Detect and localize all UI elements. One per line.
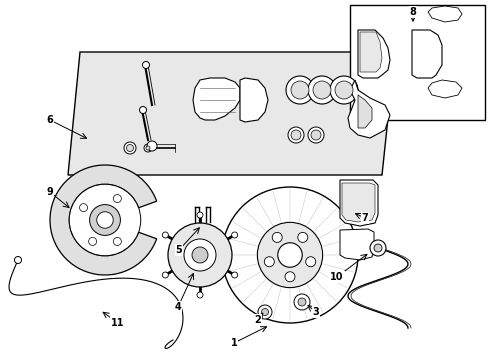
Circle shape: [113, 238, 121, 246]
Circle shape: [373, 244, 381, 252]
Wedge shape: [50, 165, 156, 275]
Text: 4: 4: [174, 302, 181, 312]
Bar: [349, 5, 484, 120]
Circle shape: [142, 62, 149, 68]
Polygon shape: [339, 229, 373, 260]
Text: 2: 2: [254, 315, 261, 325]
Polygon shape: [357, 95, 371, 128]
Text: 5: 5: [175, 245, 182, 255]
Polygon shape: [68, 52, 394, 175]
Circle shape: [89, 204, 120, 235]
Circle shape: [162, 272, 168, 278]
Circle shape: [305, 257, 315, 267]
Circle shape: [264, 257, 274, 267]
Circle shape: [69, 184, 141, 256]
Circle shape: [183, 239, 216, 271]
Circle shape: [293, 294, 309, 310]
Circle shape: [272, 233, 282, 242]
Polygon shape: [357, 30, 389, 78]
Circle shape: [192, 247, 207, 263]
Polygon shape: [359, 32, 381, 72]
Circle shape: [113, 194, 121, 203]
Text: 8: 8: [409, 7, 416, 17]
Circle shape: [124, 142, 136, 154]
Circle shape: [277, 243, 302, 267]
Text: 9: 9: [46, 187, 53, 197]
Circle shape: [222, 187, 357, 323]
Circle shape: [143, 144, 152, 152]
Circle shape: [297, 233, 307, 242]
Text: 10: 10: [329, 272, 343, 282]
Circle shape: [329, 76, 357, 104]
Text: 11: 11: [111, 318, 124, 328]
Circle shape: [285, 272, 294, 282]
Circle shape: [231, 232, 237, 238]
Circle shape: [290, 81, 308, 99]
Circle shape: [97, 212, 113, 228]
Circle shape: [334, 81, 352, 99]
Circle shape: [146, 146, 150, 150]
Polygon shape: [347, 80, 389, 138]
Circle shape: [258, 305, 271, 319]
Circle shape: [307, 76, 335, 104]
Text: 1: 1: [230, 338, 237, 348]
Circle shape: [162, 232, 168, 238]
Circle shape: [197, 292, 203, 298]
Circle shape: [139, 107, 146, 113]
Circle shape: [312, 81, 330, 99]
Polygon shape: [427, 80, 461, 98]
Circle shape: [310, 130, 320, 140]
Circle shape: [15, 256, 21, 264]
Polygon shape: [339, 180, 377, 226]
Circle shape: [126, 144, 133, 152]
Circle shape: [261, 309, 268, 315]
Circle shape: [307, 127, 324, 143]
Polygon shape: [427, 6, 461, 22]
Circle shape: [80, 204, 87, 212]
Circle shape: [290, 130, 301, 140]
Circle shape: [231, 272, 237, 278]
Polygon shape: [411, 30, 441, 78]
Circle shape: [287, 127, 304, 143]
Polygon shape: [341, 183, 374, 222]
Circle shape: [257, 222, 322, 288]
Circle shape: [168, 223, 231, 287]
Circle shape: [88, 238, 97, 246]
Circle shape: [147, 141, 157, 151]
Polygon shape: [240, 78, 267, 122]
Circle shape: [197, 212, 203, 218]
Circle shape: [297, 298, 305, 306]
Circle shape: [369, 240, 385, 256]
Circle shape: [285, 76, 313, 104]
Polygon shape: [193, 78, 240, 120]
Text: 6: 6: [46, 115, 53, 125]
Text: 3: 3: [312, 307, 319, 317]
Text: 7: 7: [361, 213, 367, 223]
